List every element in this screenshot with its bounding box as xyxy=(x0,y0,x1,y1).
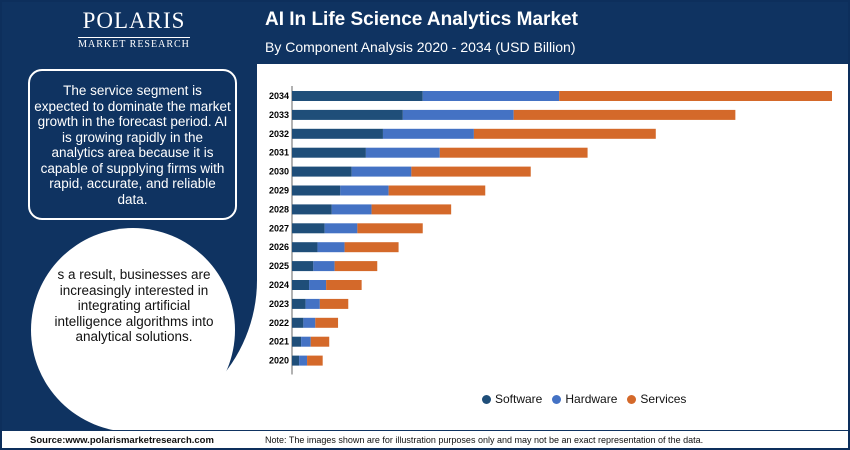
bar-software-2023 xyxy=(292,298,306,309)
y-tick-label: 2024 xyxy=(269,280,289,290)
bar-services-2025 xyxy=(334,261,378,272)
bar-hardware-2030 xyxy=(351,166,412,177)
logo-tagline: MARKET RESEARCH xyxy=(78,37,190,50)
bar-services-2032 xyxy=(473,128,656,139)
bar-hardware-2034 xyxy=(422,91,560,101)
bar-services-2033 xyxy=(513,109,736,120)
legend-label: Hardware xyxy=(565,392,618,406)
bar-software-2020 xyxy=(292,355,300,366)
bar-hardware-2025 xyxy=(313,261,335,272)
bar-software-2032 xyxy=(292,128,383,139)
bar-services-2030 xyxy=(411,166,531,177)
y-tick-label: 2027 xyxy=(269,223,289,233)
bar-hardware-2021 xyxy=(301,336,311,347)
insight-circle-text: s a result, businesses are increasingly … xyxy=(54,267,214,344)
bar-hardware-2032 xyxy=(382,128,474,139)
bar-services-2026 xyxy=(344,242,399,253)
y-tick-label: 2031 xyxy=(269,148,289,158)
y-tick-label: 2026 xyxy=(269,242,289,252)
y-tick-label: 2020 xyxy=(269,356,289,366)
bar-hardware-2027 xyxy=(324,223,358,234)
bar-hardware-2028 xyxy=(331,204,372,215)
disclaimer-text: Note: The images shown are for illustrat… xyxy=(265,435,704,445)
bar-services-2022 xyxy=(315,317,339,328)
insight-box: The service segment is expected to domin… xyxy=(28,69,237,220)
legend-item-hardware: Hardware xyxy=(552,392,617,406)
bar-hardware-2031 xyxy=(365,147,440,158)
bar-hardware-2029 xyxy=(340,185,389,196)
insight-circle xyxy=(31,228,235,432)
bar-hardware-2024 xyxy=(309,280,327,290)
bar-services-2031 xyxy=(439,147,588,158)
chart-subtitle: By Component Analysis 2020 - 2034 (USD B… xyxy=(265,39,576,55)
legend-swatch xyxy=(482,394,491,404)
y-tick-label: 2033 xyxy=(269,110,289,120)
y-tick-label: 2022 xyxy=(269,318,289,328)
bar-hardware-2022 xyxy=(303,317,316,328)
legend-item-services: Services xyxy=(627,392,686,406)
bar-software-2028 xyxy=(292,204,332,215)
bar-software-2024 xyxy=(292,280,310,290)
y-tick-label: 2025 xyxy=(269,261,289,271)
stacked-bar-chart: 2034 2033 2032 2031 2030 2029 2028 2027 2026 2025… xyxy=(269,86,832,375)
bar-software-2029 xyxy=(292,185,341,196)
bar-services-2020 xyxy=(307,355,323,366)
legend-label: Software xyxy=(495,392,543,406)
bar-hardware-2033 xyxy=(402,109,514,120)
bar-software-2033 xyxy=(292,109,403,120)
bar-software-2026 xyxy=(292,242,318,253)
bar-services-2027 xyxy=(357,223,423,234)
bar-software-2021 xyxy=(292,336,302,347)
polaris-logo: POLARIS MARKET RESEARCH xyxy=(64,8,204,52)
bar-software-2022 xyxy=(292,317,304,328)
legend-label: Services xyxy=(640,392,687,406)
bar-software-2031 xyxy=(292,147,366,158)
y-tick-label: 2029 xyxy=(269,186,289,196)
legend-item-software: Software xyxy=(482,392,542,406)
bar-services-2024 xyxy=(326,280,362,290)
source-text: Source:www.polarismarketresearch.com xyxy=(30,435,214,446)
bar-hardware-2020 xyxy=(299,355,308,366)
bar-hardware-2026 xyxy=(317,242,345,253)
bar-hardware-2023 xyxy=(305,298,320,309)
bar-services-2034 xyxy=(559,91,832,101)
y-tick-label: 2023 xyxy=(269,299,289,309)
bar-software-2034 xyxy=(292,91,423,101)
header-bar: POLARIS MARKET RESEARCH AI In Life Scien… xyxy=(2,2,848,64)
logo-name: POLARIS xyxy=(82,8,186,33)
bar-services-2029 xyxy=(388,185,486,196)
y-tick-label: 2034 xyxy=(269,91,289,101)
y-tick-label: 2032 xyxy=(269,129,289,139)
chart-legend: Software Hardware Services xyxy=(482,391,696,407)
bar-software-2027 xyxy=(292,223,325,234)
y-tick-label: 2028 xyxy=(269,204,289,214)
legend-swatch xyxy=(627,394,637,404)
footer-divider xyxy=(2,430,848,431)
bar-services-2021 xyxy=(310,336,330,347)
legend-swatch xyxy=(552,394,562,404)
bar-services-2028 xyxy=(371,204,452,215)
chart-title: AI In Life Science Analytics Market xyxy=(265,9,578,30)
bar-services-2023 xyxy=(319,298,349,309)
bar-software-2025 xyxy=(292,261,314,272)
y-tick-label: 2021 xyxy=(269,337,289,347)
bar-software-2030 xyxy=(292,166,352,177)
y-tick-label: 2030 xyxy=(269,167,289,177)
